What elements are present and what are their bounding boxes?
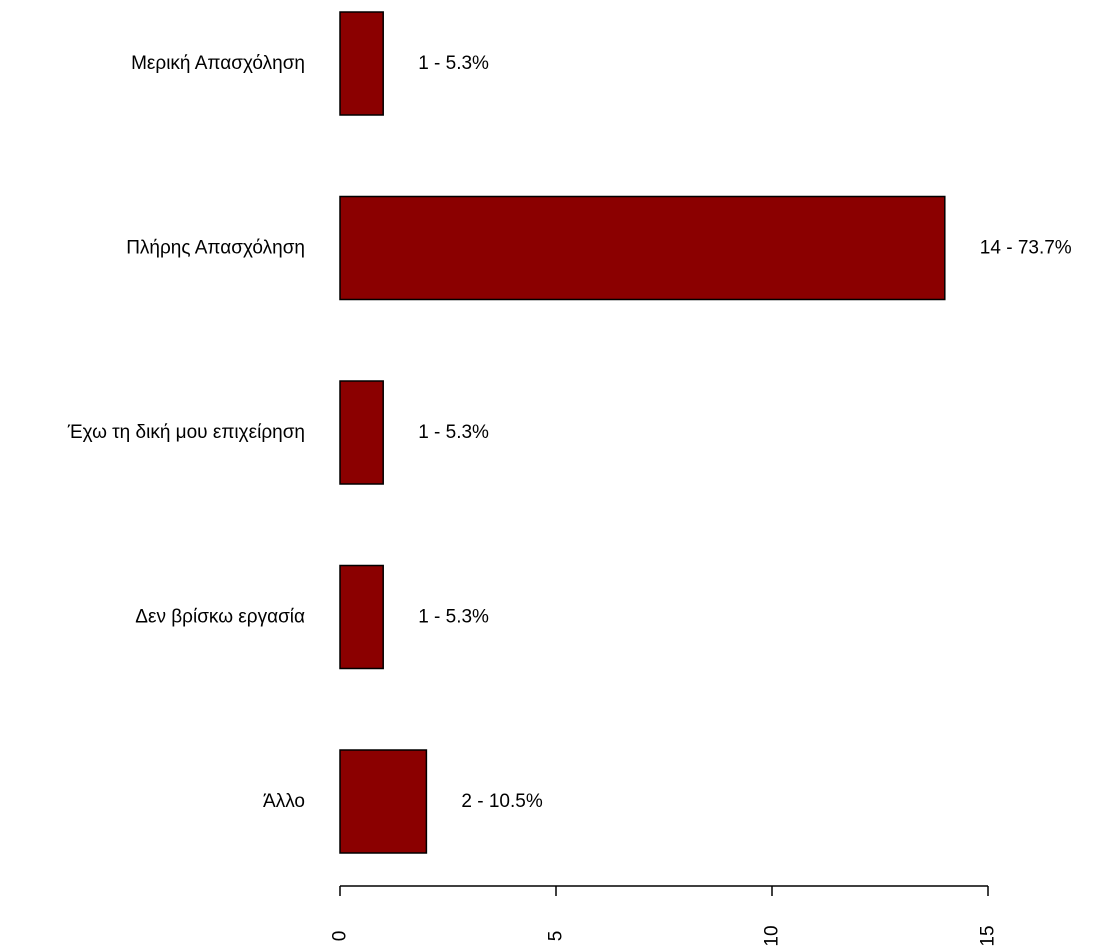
x-tick-label-2: 10 [762, 925, 783, 946]
category-label-4: Άλλο [263, 791, 305, 812]
bar-1 [339, 195, 946, 301]
bar-0 [339, 11, 384, 116]
bar-2 [339, 380, 384, 485]
data-label-2: 1 - 5.3% [418, 422, 489, 443]
category-label-3: Δεν βρίσκω εργασία [135, 607, 305, 628]
bar-3 [339, 564, 384, 670]
x-tick-label-0: 0 [330, 931, 351, 942]
x-tick-label-1: 5 [546, 931, 567, 942]
data-label-0: 1 - 5.3% [418, 53, 489, 74]
x-tick-label-3: 15 [978, 925, 999, 946]
category-label-2: Έχω τη δική μου επιχείρηση [67, 422, 305, 443]
data-label-1: 14 - 73.7% [980, 238, 1072, 259]
category-label-0: Μερική Απασχόληση [131, 53, 305, 74]
category-label-1: Πλήρης Απασχόληση [126, 238, 305, 259]
data-label-3: 1 - 5.3% [418, 607, 489, 628]
data-label-4: 2 - 10.5% [461, 791, 542, 812]
bar-4 [339, 749, 428, 854]
